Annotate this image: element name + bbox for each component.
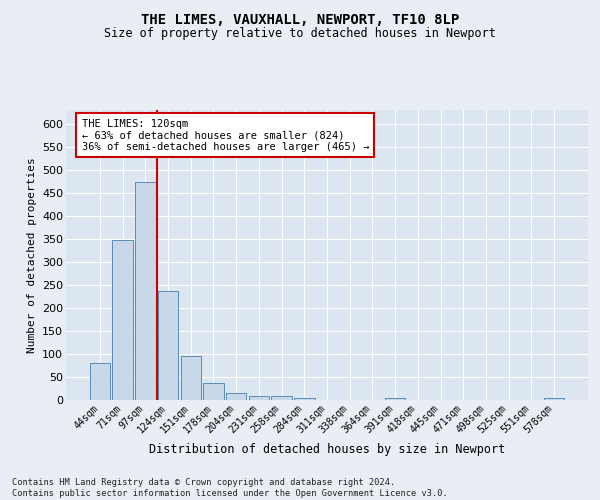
- Text: Contains HM Land Registry data © Crown copyright and database right 2024.
Contai: Contains HM Land Registry data © Crown c…: [12, 478, 448, 498]
- Y-axis label: Number of detached properties: Number of detached properties: [26, 157, 37, 353]
- Bar: [294, 398, 314, 400]
- Bar: [112, 240, 133, 400]
- Bar: [135, 182, 155, 400]
- Bar: [544, 398, 564, 400]
- Text: THE LIMES, VAUXHALL, NEWPORT, TF10 8LP: THE LIMES, VAUXHALL, NEWPORT, TF10 8LP: [141, 12, 459, 26]
- Bar: [385, 398, 406, 400]
- Bar: [90, 363, 110, 400]
- Bar: [248, 396, 269, 400]
- Text: THE LIMES: 120sqm
← 63% of detached houses are smaller (824)
36% of semi-detache: THE LIMES: 120sqm ← 63% of detached hous…: [82, 118, 369, 152]
- Bar: [181, 356, 201, 400]
- Bar: [158, 292, 178, 400]
- Bar: [203, 383, 224, 400]
- Text: Size of property relative to detached houses in Newport: Size of property relative to detached ho…: [104, 28, 496, 40]
- X-axis label: Distribution of detached houses by size in Newport: Distribution of detached houses by size …: [149, 443, 505, 456]
- Bar: [226, 392, 247, 400]
- Bar: [271, 396, 292, 400]
